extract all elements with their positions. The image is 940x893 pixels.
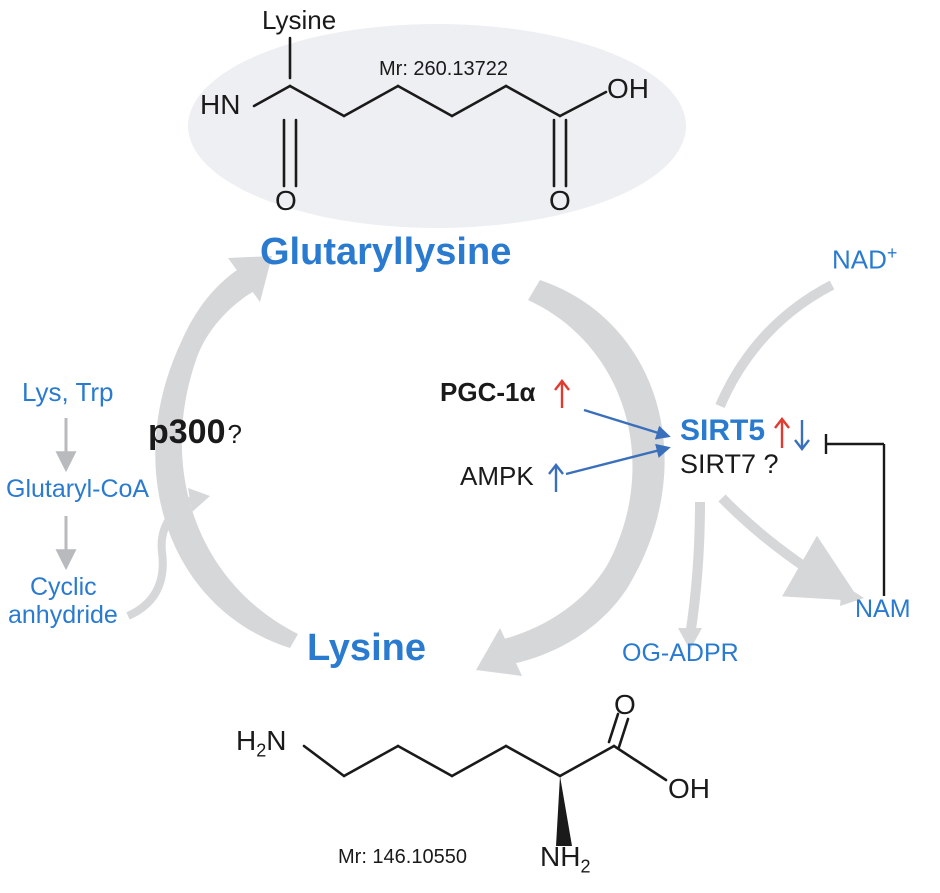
arc-nam-out	[722, 498, 848, 594]
label-mr-bottom: Mr: 146.10550	[338, 846, 467, 868]
label-glutaryl-coa: Glutaryl-CoA	[6, 476, 149, 504]
cycle-arrow-left-up	[155, 256, 298, 648]
label-pgc1a: PGC-1α	[440, 378, 535, 407]
label-ampk: AMPK	[460, 462, 534, 491]
arc-og-out	[690, 502, 700, 636]
atom-O-top-b: O	[614, 690, 636, 721]
atom-OH-b: OH	[668, 774, 710, 805]
label-og-adpr: OG-ADPR	[622, 640, 739, 668]
inhibition-nam-sirt	[826, 434, 884, 596]
label-cyclic-anhydride-l2: anhydride	[8, 602, 118, 630]
label-cyclic-anhydride-l1: Cyclic	[30, 574, 97, 602]
reg-arrow-sirt5-down	[795, 420, 809, 449]
label-mr-top: Mr: 260.13722	[379, 58, 508, 80]
diagram-stage: { "colors": { "accent_blue": "#2a7bcf", …	[0, 0, 940, 893]
arc-nad-in	[720, 285, 832, 406]
chem-structure-lysine	[304, 714, 666, 846]
diagram-svg	[0, 0, 940, 893]
reg-arrow-ampk-up	[549, 465, 563, 492]
label-lysine-big: Lysine	[307, 628, 426, 670]
label-lysine-top: Lysine	[262, 6, 336, 35]
atom-O-left: O	[275, 186, 297, 217]
label-nam: NAM	[855, 596, 911, 624]
label-sirt7: SIRT7 ?	[680, 450, 779, 480]
label-sirt5: SIRT5	[680, 414, 765, 447]
label-lys-trp: Lys, Trp	[22, 378, 114, 407]
atom-NH2-b: NH2	[540, 842, 590, 877]
label-glutaryllysine: Glutaryllysine	[260, 232, 511, 274]
reg-arrow-sirt5-up	[775, 419, 789, 448]
atom-HN: HN	[200, 90, 240, 121]
label-p300: p300?	[148, 414, 242, 451]
atom-H2N-left: H2N	[236, 726, 286, 761]
label-nad-plus: NAD+	[832, 244, 897, 274]
reg-arrow-pgc1a-up	[555, 381, 569, 408]
atom-O-right: O	[549, 186, 571, 217]
atom-OH-top: OH	[607, 74, 649, 105]
